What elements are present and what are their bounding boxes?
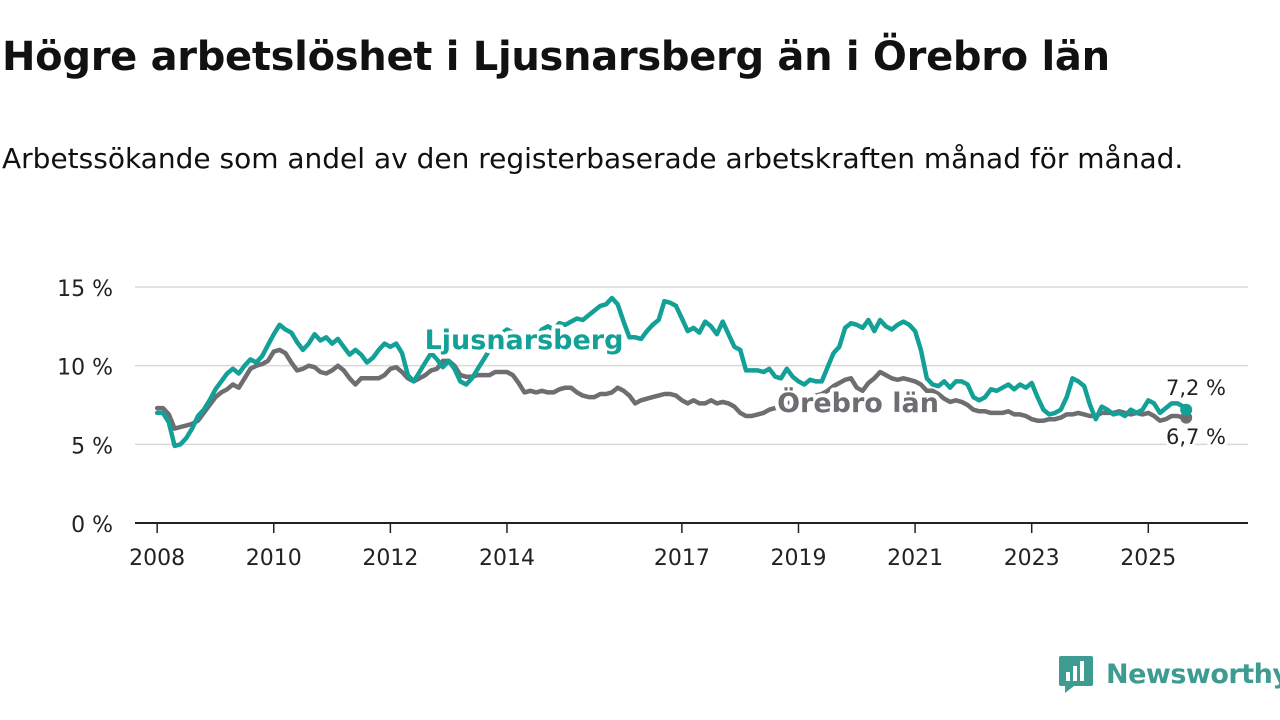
x-axis: 2008 2010 2012 2014 2017 2019 2021 2023 2025 [129,522,1248,571]
x-tick-label: 2023 [1004,546,1060,571]
end-label-ljusnarsberg-halo: 7,2 % [1166,376,1226,400]
y-tick-label: 15 % [57,277,113,302]
end-label-orebro-lan-halo: 6,7 % [1166,425,1226,449]
series-lines [154,295,1193,449]
x-tick-label: 2010 [246,546,302,571]
x-tick-label: 2025 [1120,546,1176,571]
newsworthy-wordmark: Newsworthy [1106,658,1280,690]
newsworthy-logo-icon [1059,656,1093,693]
series-label-orebro-lan-halo: Örebro län [777,386,939,419]
grid-lines [135,286,1248,446]
series-label-ljusnarsberg: Ljusnarsberg [425,325,624,356]
series-end-point [1180,403,1193,416]
y-tick-label: 0 % [71,513,113,538]
y-tick-label: 5 % [71,434,113,459]
x-tick-label: 2019 [770,546,826,571]
y-tick-label: 10 % [57,356,113,381]
series-label-ljusnarsberg-halo: Ljusnarsberg [425,325,624,356]
newsworthy-brand: Newsworthy [1058,652,1280,696]
y-axis-ticks: 0 % 5 % 10 % 15 % [57,277,113,538]
chart-subtitle: Arbetssökande som andel av den registerb… [2,142,1184,175]
series-line-ljusnarsberg [154,295,1189,449]
x-tick-label: 2021 [887,546,943,571]
end-label-ljusnarsberg: 7,2 % [1166,376,1226,400]
x-tick-label: 2008 [129,546,185,571]
end-label-orebro-lan: 6,7 % [1166,425,1226,449]
series-label-orebro-lan: Örebro län [777,386,939,419]
x-tick-label: 2012 [362,546,418,571]
x-tick-label: 2017 [654,546,710,571]
series-line-orebro-lan [154,347,1189,431]
chart-title: Högre arbetslöshet i Ljusnarsberg än i Ö… [2,34,1110,80]
x-tick-label: 2014 [479,546,535,571]
